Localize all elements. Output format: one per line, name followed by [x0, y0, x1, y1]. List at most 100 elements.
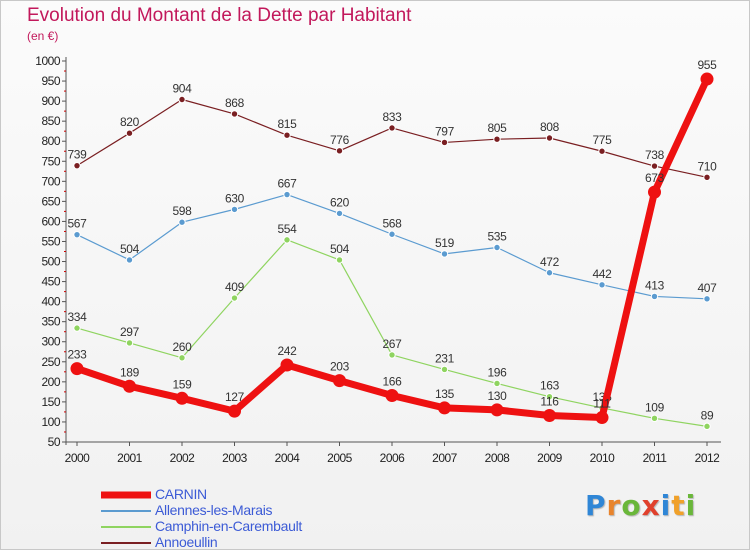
- data-point-carnin: [595, 411, 609, 425]
- data-label-annoeullin: 808: [540, 120, 560, 134]
- logo-letter: i: [685, 489, 697, 522]
- data-label-camphin-en-carembault: 554: [277, 222, 297, 236]
- data-label-camphin-en-carembault: 267: [382, 337, 402, 351]
- data-label-carnin: 203: [330, 360, 350, 374]
- data-point-carnin: [123, 379, 136, 393]
- y-tick-label: 150: [41, 395, 60, 409]
- y-tick-label: 300: [41, 335, 60, 349]
- data-label-allennes-les-marais: 472: [540, 255, 560, 269]
- data-point-annoeullin: [73, 161, 81, 170]
- y-tick-label: 350: [41, 315, 60, 329]
- y-tick-label: 400: [41, 295, 60, 309]
- data-label-annoeullin: 820: [120, 115, 140, 129]
- data-point-allennes-les-marais: [545, 269, 554, 277]
- data-point-allennes-les-marais: [178, 218, 186, 226]
- data-label-camphin-en-carembault: 89: [701, 408, 714, 422]
- data-point-allennes-les-marais: [335, 209, 344, 218]
- data-point-camphin-en-carembault: [125, 339, 134, 347]
- data-label-annoeullin: 868: [225, 96, 245, 110]
- data-point-camphin-en-carembault: [335, 256, 344, 264]
- data-point-carnin: [280, 358, 294, 372]
- y-tick-label: 700: [41, 174, 60, 188]
- data-label-camphin-en-carembault: 109: [645, 400, 665, 414]
- x-tick-label: 2002: [170, 451, 196, 465]
- data-label-carnin: 233: [67, 348, 87, 362]
- data-label-annoeullin: 775: [592, 133, 612, 147]
- data-label-allennes-les-marais: 567: [67, 217, 87, 231]
- data-point-camphin-en-carembault: [73, 324, 81, 332]
- y-tick-label: 950: [41, 74, 60, 88]
- x-tick-label: 2000: [65, 451, 91, 465]
- data-point-carnin: [385, 388, 399, 402]
- data-label-carnin: 111: [593, 397, 611, 411]
- data-label-allennes-les-marais: 442: [592, 267, 612, 281]
- data-point-allennes-les-marais: [388, 230, 396, 238]
- data-point-carnin: [70, 362, 84, 376]
- data-label-annoeullin: 815: [277, 117, 297, 131]
- y-tick-label: 50: [48, 435, 61, 449]
- data-point-annoeullin: [545, 134, 554, 142]
- y-tick-label: 100: [41, 415, 60, 429]
- data-label-camphin-en-carembault: 196: [487, 365, 507, 379]
- logo-letter: o: [621, 489, 642, 522]
- data-point-allennes-les-marais: [650, 292, 659, 301]
- data-point-allennes-les-marais: [493, 243, 501, 252]
- data-label-camphin-en-carembault: 163: [540, 379, 560, 393]
- data-label-camphin-en-carembault: 260: [172, 340, 192, 354]
- chart-unit-label: (en €): [27, 29, 59, 43]
- chart-plot: 50 100 150 200 250 300 350 400 450 500 550 600 650 70…: [35, 54, 721, 465]
- data-label-allennes-les-marais: 620: [330, 195, 350, 209]
- logo-letter: x: [641, 489, 661, 522]
- y-tick-label: 550: [41, 234, 60, 248]
- data-point-carnin: [648, 185, 661, 199]
- data-point-annoeullin: [125, 129, 134, 137]
- data-point-annoeullin: [230, 110, 239, 118]
- data-point-camphin-en-carembault: [230, 294, 239, 302]
- y-tick-label: 600: [41, 214, 60, 228]
- y-tick-label: 850: [41, 114, 60, 128]
- data-point-allennes-les-marais: [125, 256, 134, 264]
- data-point-carnin: [543, 409, 556, 423]
- data-label-allennes-les-marais: 407: [697, 281, 717, 295]
- data-point-annoeullin: [178, 95, 186, 104]
- data-label-allennes-les-marais: 568: [382, 216, 402, 230]
- data-point-annoeullin: [335, 147, 344, 155]
- data-point-carnin: [333, 374, 346, 388]
- x-tick-label: 2009: [537, 451, 563, 465]
- legend-label-camphin: Camphin-en-Carembault: [155, 518, 302, 534]
- data-label-carnin: 673: [645, 171, 665, 185]
- legend-swatch-allennes: [101, 510, 151, 512]
- data-label-camphin-en-carembault: 297: [120, 325, 140, 339]
- data-point-camphin-en-carembault: [440, 365, 449, 374]
- legend-label-allennes: Allennes-les-Marais: [155, 502, 273, 518]
- x-tick-label: 2011: [643, 451, 668, 465]
- data-label-camphin-en-carembault: 334: [67, 310, 87, 324]
- y-tick-label: 200: [41, 375, 60, 389]
- legend-swatch-camphin: [101, 526, 151, 528]
- data-label-carnin: 127: [225, 390, 245, 404]
- data-point-annoeullin: [598, 147, 606, 155]
- data-point-carnin: [228, 404, 241, 418]
- y-tick-label: 800: [41, 134, 60, 148]
- y-tick-label: 750: [41, 154, 60, 168]
- data-point-annoeullin: [703, 173, 711, 182]
- y-tick-label: 250: [41, 355, 60, 369]
- x-tick-label: 2001: [117, 451, 143, 465]
- proxiti-logo: Proxiti: [585, 489, 696, 522]
- data-point-carnin: [438, 401, 451, 415]
- data-point-camphin-en-carembault: [493, 379, 501, 388]
- data-label-annoeullin: 805: [487, 121, 507, 135]
- y-tick-label: 450: [41, 275, 60, 289]
- data-point-annoeullin: [440, 138, 449, 147]
- data-label-allennes-les-marais: 535: [487, 229, 507, 243]
- x-tick-label: 2005: [327, 451, 353, 465]
- chart-title: Evolution du Montant de la Dette par Hab…: [27, 5, 412, 26]
- y-tick-label: 650: [41, 194, 60, 208]
- data-label-carnin: 189: [120, 365, 140, 379]
- data-label-allennes-les-marais: 667: [277, 177, 297, 191]
- data-label-annoeullin: 739: [67, 148, 87, 162]
- y-tick-label: 1000: [35, 54, 61, 68]
- data-point-carnin: [490, 403, 504, 417]
- x-tick-label: 2008: [485, 451, 511, 465]
